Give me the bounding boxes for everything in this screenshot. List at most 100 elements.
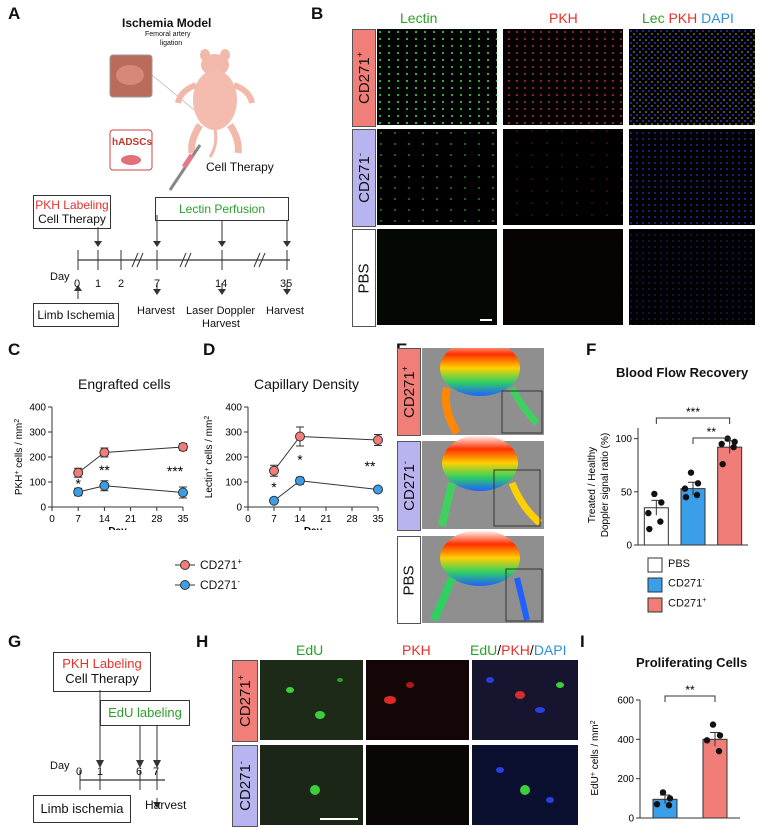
- legend-cd-pos: CD271+: [200, 557, 243, 572]
- i-datapoint: [659, 789, 667, 796]
- c-point: [178, 487, 188, 498]
- b-row-label-pbs: PBS: [352, 229, 376, 327]
- panel-label-g: G: [8, 632, 22, 651]
- d-ytick-label: 400: [225, 403, 242, 414]
- i-datapoint: [716, 732, 724, 739]
- doppler-images: [422, 348, 544, 623]
- f-datapoint: [731, 438, 738, 446]
- f-ylabel-2: Doppler signal ratio (%): [600, 433, 611, 538]
- h-img-pkh-neg: [366, 745, 469, 825]
- e-row-neg-text: CD271-: [400, 461, 419, 511]
- b-row-label-pos: CD271+: [352, 29, 376, 127]
- i-datapoint: [665, 802, 673, 809]
- b-row-label-neg: CD271-: [352, 129, 376, 227]
- merge-dapi: DAPI: [701, 10, 734, 26]
- pkh-labeling-box: PKH Labeling Cell Therapy: [33, 195, 111, 229]
- d-series-line: [273, 480, 379, 502]
- f-datapoint: [718, 440, 725, 448]
- d-xlabel: Day: [304, 526, 323, 530]
- ischemia-subtitle-1: Femoral artery: [145, 31, 191, 38]
- i-datapoint: [666, 795, 674, 802]
- b-row-pbs-text: PBS: [355, 262, 373, 294]
- day-label-a: Day: [50, 271, 70, 283]
- c-ytick-label: 100: [29, 478, 46, 489]
- d-point: [373, 484, 383, 495]
- g-harvest: Harvest: [145, 798, 187, 812]
- h-img-edu-pos: [260, 660, 363, 740]
- timeline-g: [76, 690, 165, 810]
- d-ytick-label: 0: [236, 503, 242, 514]
- i-ytick-label: 600: [617, 696, 634, 707]
- chart-d: 0 100 200 300 400 0 7 14 21 28 35 Day Lectin+ cells …: [204, 403, 384, 531]
- legend-f-swatches: [647, 557, 663, 613]
- f-datapoint: [693, 491, 701, 499]
- h-img-pkh-pos: [366, 660, 469, 740]
- doppler-pos: [422, 348, 544, 436]
- legend-cd-pos-marker: [180, 560, 190, 570]
- img-lectin-pbs: [377, 229, 497, 325]
- d-xtick-label: 35: [372, 514, 384, 525]
- c-sig-label: **: [99, 462, 110, 478]
- doppler-pbs: [422, 530, 544, 623]
- c-ylabel: PKH+ cells / mm2: [14, 419, 26, 495]
- hadsc-label: hADSCs: [112, 137, 153, 148]
- legend-f-pbs-swatch: [647, 557, 663, 573]
- i-datapoint: [703, 737, 711, 744]
- f-ytick-label: 0: [626, 541, 632, 552]
- lectin-perfusion-box: Lectin Perfusion: [155, 197, 289, 221]
- panel-label-a: A: [8, 4, 21, 23]
- c-ytick-label: 0: [40, 503, 46, 514]
- cell-therapy-label: Cell Therapy: [206, 160, 274, 174]
- i-ytick-label: 400: [617, 735, 634, 746]
- c-point: [73, 467, 84, 478]
- c-sig-label: ***: [167, 463, 184, 479]
- d-series-line: [273, 435, 379, 472]
- g-day-7: 7: [153, 766, 160, 778]
- pkh-cell-therapy-text: Cell Therapy: [38, 212, 106, 226]
- legend-f-pos-swatch: [647, 597, 663, 613]
- f-datapoint: [682, 493, 690, 501]
- f-datapoint: [681, 485, 689, 492]
- day-35: 35: [280, 278, 293, 290]
- c-ytick-label: 300: [29, 428, 46, 439]
- scale-bar-h: [320, 818, 358, 820]
- c-xtick-label: 14: [99, 514, 111, 525]
- f-datapoint: [694, 480, 702, 487]
- i-ylabel: EdU+ cells / mm2: [590, 720, 602, 795]
- d-xtick-label: 28: [346, 514, 358, 525]
- laser-doppler-label: Laser Doppler: [186, 305, 256, 317]
- h-col-merge: EdU/PKH/DAPI: [470, 642, 567, 658]
- legend-f-pos: CD271+: [668, 597, 707, 610]
- i-sig-bracket: [664, 695, 716, 702]
- day-1: 1: [95, 278, 102, 290]
- panel-label-i: I: [580, 632, 585, 651]
- legend-cd-neg: CD271-: [200, 577, 241, 592]
- d-point: [373, 435, 383, 445]
- d-point: [269, 495, 279, 506]
- c-xtick-label: 35: [177, 514, 189, 525]
- day-7: 7: [154, 278, 161, 290]
- g-pkh-labeling: PKH Labeling: [62, 656, 142, 671]
- legend-f-pbs: PBS: [668, 558, 691, 570]
- chart-i-title: Proliferating Cells: [636, 655, 748, 670]
- d-ytick-label: 200: [225, 453, 242, 464]
- pkh-labeling-text: PKH Labeling: [35, 198, 109, 212]
- c-ytick-label: 400: [29, 403, 46, 414]
- d-sig-label: *: [271, 479, 277, 495]
- h-col-pkh: PKH: [402, 642, 431, 658]
- d-sig-label: *: [297, 452, 303, 468]
- chart-c-title: Engrafted cells: [78, 376, 171, 392]
- d-ytick-label: 300: [225, 428, 242, 439]
- e-row-pos-text: CD271+: [400, 366, 418, 418]
- f-sig-bracket: [692, 437, 731, 444]
- b-row-neg-text: CD271-: [355, 153, 374, 203]
- e-row-label-neg: CD271-: [397, 441, 421, 531]
- c-xtick-label: 7: [75, 514, 81, 525]
- g-day-1: 1: [97, 766, 104, 778]
- i-ytick-label: 0: [628, 814, 634, 825]
- c-sig-label: *: [75, 475, 81, 491]
- h-row-neg-text: CD271-: [236, 761, 255, 811]
- panel-label-h: H: [196, 632, 209, 651]
- h-row-pos-text: CD271+: [236, 675, 254, 727]
- col-lectin-header: Lectin: [400, 10, 438, 26]
